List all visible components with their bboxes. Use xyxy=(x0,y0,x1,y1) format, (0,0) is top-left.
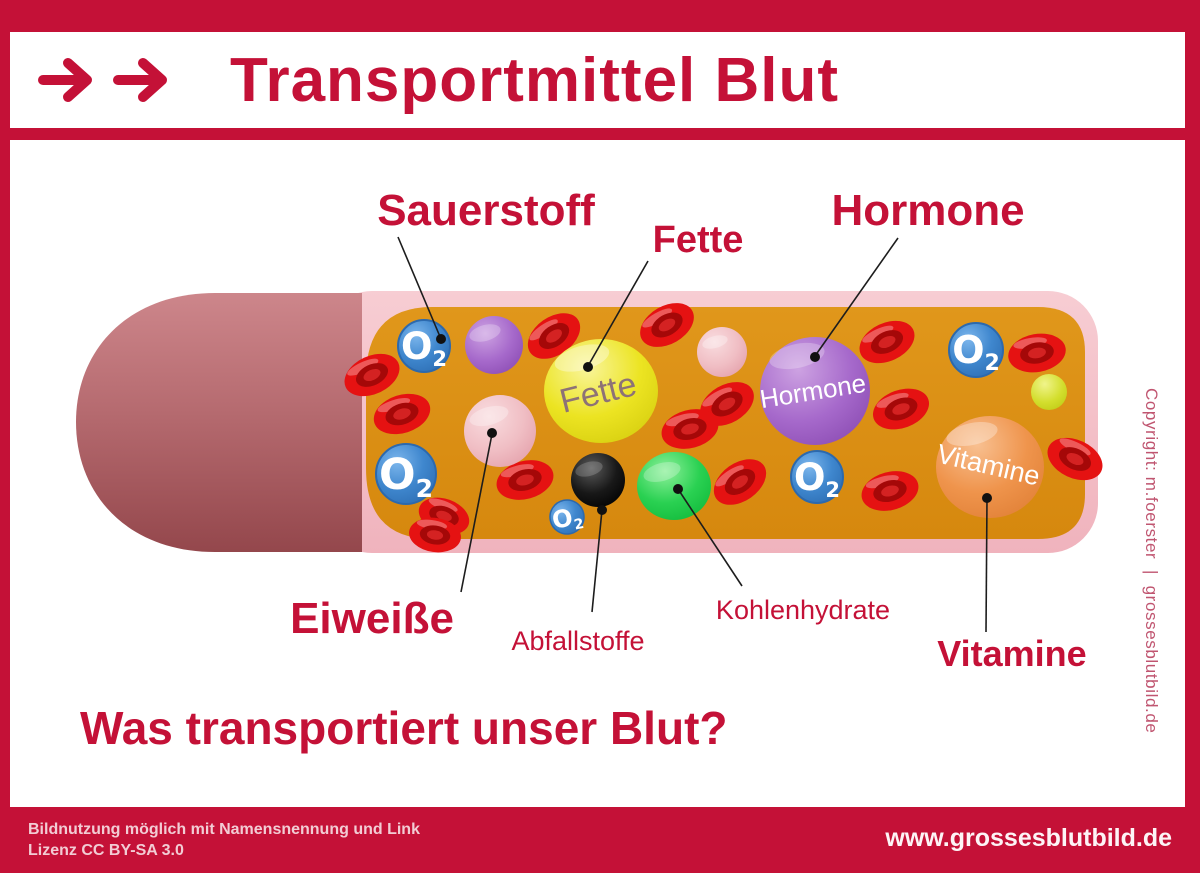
license-text: Bildnutzung möglich mit Namensnennung un… xyxy=(28,819,420,861)
question-text: Was transportiert unser Blut? xyxy=(80,702,728,754)
header-band: Transportmittel Blut xyxy=(10,32,1185,128)
callout-fette: Fette xyxy=(652,219,744,261)
website-url: www.grossesblutbild.de xyxy=(885,824,1172,852)
copyright-credit: Copyright: m.foerster | grossesblutbild.… xyxy=(1142,388,1161,734)
double-arrow-icon xyxy=(38,58,167,102)
arrow-right-icon xyxy=(113,58,167,102)
callout-hormone: Hormone xyxy=(831,186,1025,235)
callout-abfallstoffe: Abfallstoffe xyxy=(511,626,645,656)
page-title: Transportmittel Blut xyxy=(230,45,840,115)
license-line-2: Lizenz CC BY-SA 3.0 xyxy=(28,842,184,859)
footer-band: Bildnutzung möglich mit Namensnennung un… xyxy=(0,807,1200,873)
arrow-right-icon xyxy=(38,58,92,102)
callout-kohlenhydrate: Kohlenhydrate xyxy=(715,595,891,625)
license-line-1: Bildnutzung möglich mit Namensnennung un… xyxy=(28,821,420,838)
callout-vitamine: Vitamine xyxy=(937,633,1087,674)
callout-sauerstoff: Sauerstoff xyxy=(377,186,595,235)
callout-eiweisse: Eiweiße xyxy=(290,594,454,643)
